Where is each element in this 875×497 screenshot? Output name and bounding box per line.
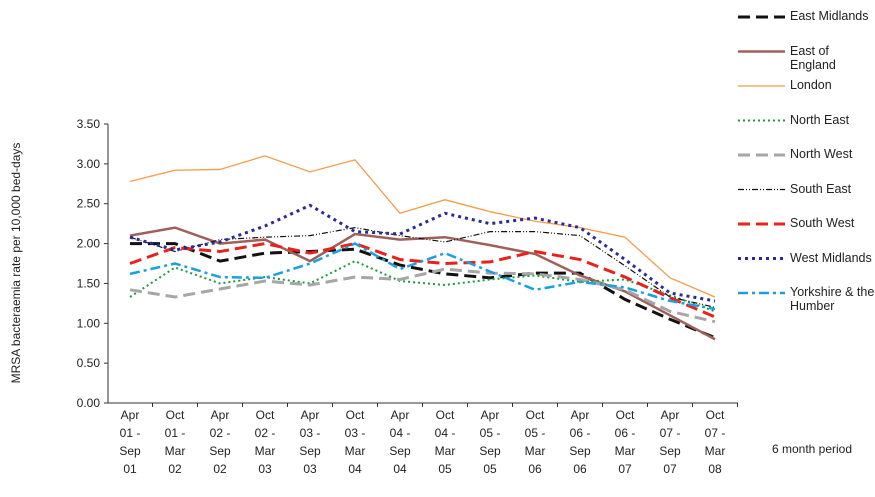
x-tick-label: Apr 01 - Sep 01 [119, 408, 141, 476]
legend-label: North West [790, 147, 853, 161]
x-tick-label: Oct 07 - Mar 08 [705, 408, 726, 476]
x-tick-label-line: Oct [436, 408, 455, 422]
x-tick-label-line: Mar [435, 444, 456, 458]
x-tick-label-line: Mar [615, 444, 636, 458]
y-tick-label: 3.50 [77, 117, 101, 131]
x-tick-label-line: Sep [389, 444, 411, 458]
x-tick-label-line: 03 - [300, 426, 321, 440]
x-tick-label-line: 05 [438, 462, 452, 476]
x-tick-label-line: 02 [213, 462, 227, 476]
x-tick-label-line: 07 - [660, 426, 681, 440]
x-tick-label: Apr 02 - Sep 02 [209, 408, 231, 476]
x-tick-label-line: 07 - [705, 426, 726, 440]
x-tick-label-line: 06 - [570, 426, 591, 440]
x-tick-label-line: 03 - [345, 426, 366, 440]
x-axis-label: 6 month period [772, 442, 852, 456]
x-tick-label: Apr 04 - Sep 04 [389, 408, 411, 476]
x-tick-label-line: Oct [256, 408, 275, 422]
x-tick-label-line: Mar [525, 444, 546, 458]
x-tick-label-line: Mar [165, 444, 186, 458]
x-tick-label: Oct 05 - Mar 06 [525, 408, 546, 476]
x-tick-label-line: Oct [526, 408, 545, 422]
x-tick-label-line: 01 - [165, 426, 186, 440]
x-tick-label: Oct 03 - Mar 04 [345, 408, 366, 476]
x-tick-label: Apr 03 - Sep 03 [299, 408, 321, 476]
x-tick-label-line: 07 [663, 462, 677, 476]
x-tick-label: Oct 02 - Mar 03 [255, 408, 276, 476]
x-tick-label-line: 02 - [255, 426, 276, 440]
y-tick-label: 3.00 [77, 157, 101, 171]
y-axis-label: MRSA bacteraemia rate per 10,000 bed-day… [9, 143, 23, 384]
legend-label: South East [790, 181, 852, 196]
x-tick-label-line: Apr [481, 408, 500, 422]
legend-label: West Midlands [790, 250, 872, 265]
y-tick-label: 1.00 [77, 316, 101, 330]
x-tick-label-line: 04 [393, 462, 407, 476]
y-tick-label: 0.50 [77, 356, 101, 370]
x-tick-label-line: 04 - [435, 426, 456, 440]
x-tick-label-line: 04 - [390, 426, 411, 440]
legend-label: East of England [790, 43, 836, 72]
x-tick-label-line: 07 [618, 462, 632, 476]
legend-label: South West [790, 216, 855, 230]
x-tick-label-line: 02 [168, 462, 182, 476]
x-tick-label-line: 05 [483, 462, 497, 476]
x-tick-label-line: Oct [706, 408, 725, 422]
x-tick-label-line: Sep [479, 444, 501, 458]
legend-label: East Midlands [790, 9, 869, 23]
x-tick-label-line: Mar [345, 444, 366, 458]
x-tick-label: Apr 05 - Sep 05 [479, 408, 501, 476]
series-line [129, 267, 716, 324]
x-tick-label: Oct 01 - Mar 02 [165, 408, 186, 476]
x-tick-label: Oct 06 - Mar 07 [615, 408, 636, 476]
x-tick-label-line: 06 - [615, 426, 636, 440]
x-tick-label-line: 01 - [120, 426, 141, 440]
x-tick-label-line: Sep [209, 444, 231, 458]
x-tick-label-line: Mar [255, 444, 276, 458]
y-tick-label: 1.50 [77, 276, 101, 290]
series-line [129, 226, 716, 341]
series-line [129, 203, 716, 303]
x-tick-label-line: 08 [708, 462, 722, 476]
x-tick-label: Apr 06 - Sep 06 [569, 408, 591, 476]
y-tick-label: 0.00 [77, 396, 101, 410]
y-tick-label: 2.50 [77, 197, 101, 211]
x-tick-label-line: Apr [211, 408, 230, 422]
x-tick-label-line: 04 [348, 462, 362, 476]
x-tick-label-line: 01 [123, 462, 137, 476]
x-tick-label-line: Oct [346, 408, 365, 422]
legend-label: Yorkshire & the Humber [790, 285, 875, 313]
x-tick-label: Oct 04 - Mar 05 [435, 408, 456, 476]
x-tick-label-line: Mar [705, 444, 726, 458]
x-tick-label-line: Apr [571, 408, 590, 422]
y-tick-label: 2.00 [77, 237, 101, 251]
series-line [129, 242, 716, 311]
x-tick-label-line: Sep [569, 444, 591, 458]
series-line [129, 155, 716, 298]
legend-label: North East [790, 112, 850, 127]
x-tick-label-line: 03 [303, 462, 317, 476]
legend-label: London [790, 78, 832, 92]
x-tick-label-line: Sep [659, 444, 681, 458]
x-tick-label-line: Apr [121, 408, 140, 422]
series-line [129, 260, 716, 313]
x-tick-label-line: 06 [528, 462, 542, 476]
series-line [130, 242, 716, 340]
series-line [129, 242, 716, 319]
x-tick-label-line: 05 - [525, 426, 546, 440]
x-tick-label-line: Apr [391, 408, 410, 422]
x-tick-label-line: Apr [301, 408, 320, 422]
x-tick-label-line: 05 - [480, 426, 501, 440]
x-tick-label-line: 03 [258, 462, 272, 476]
x-tick-label-line: Sep [119, 444, 141, 458]
x-tick-label: Apr 07 - Sep 07 [659, 408, 681, 476]
x-tick-label-line: Sep [299, 444, 321, 458]
x-tick-label-line: 06 [573, 462, 587, 476]
x-tick-label-line: Oct [616, 408, 635, 422]
x-tick-label-line: 02 - [210, 426, 231, 440]
x-tick-label-line: Oct [166, 408, 185, 422]
x-tick-label-line: Apr [661, 408, 680, 422]
